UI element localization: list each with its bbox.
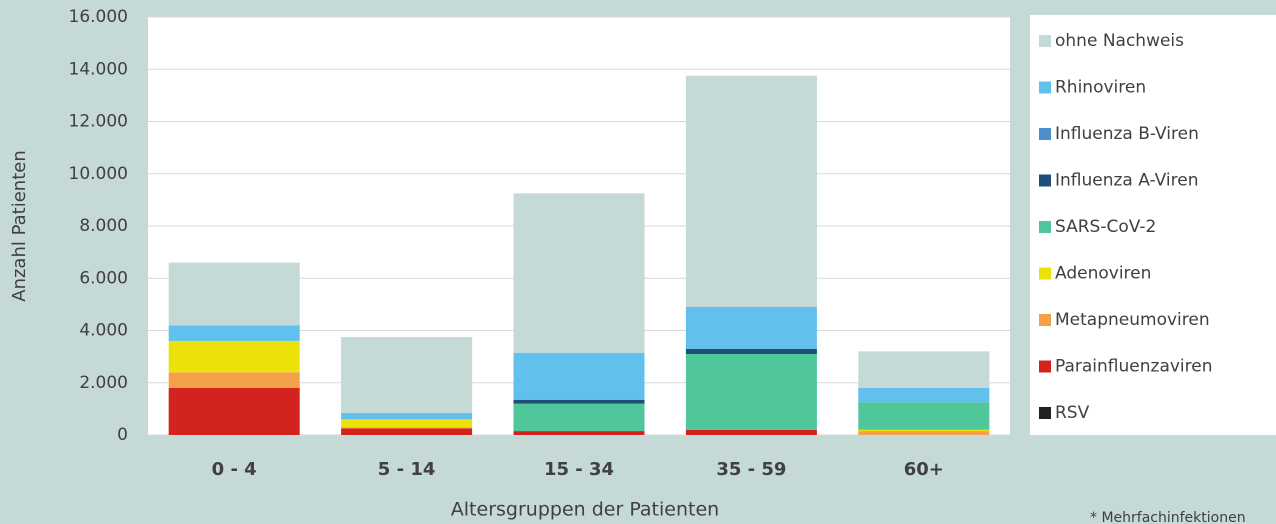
legend-label: Rhinoviren bbox=[1055, 78, 1146, 98]
bar-segment bbox=[858, 351, 990, 388]
legend-label: Metapneumoviren bbox=[1055, 310, 1210, 330]
y-tick-label: 10.000 bbox=[69, 164, 128, 184]
bar-segment bbox=[513, 399, 645, 404]
x-axis-title: Altersgruppen der Patienten bbox=[451, 499, 719, 521]
legend-label: Influenza A-Viren bbox=[1055, 171, 1198, 191]
x-tick-label: 5 - 14 bbox=[378, 459, 436, 480]
legend-label: SARS-CoV-2 bbox=[1055, 217, 1156, 237]
y-tick-label: 4.000 bbox=[79, 321, 128, 341]
legend-swatch bbox=[1039, 314, 1051, 326]
legend-swatch bbox=[1039, 360, 1051, 373]
bar-segment bbox=[685, 354, 817, 430]
footnote: * Mehrfachinfektionen bbox=[1090, 510, 1246, 524]
x-tick-label: 15 - 34 bbox=[544, 459, 614, 480]
legend-swatch bbox=[1039, 407, 1051, 419]
bar-segment bbox=[685, 306, 817, 349]
legend-box bbox=[1030, 15, 1276, 435]
x-tick-label: 60+ bbox=[904, 459, 944, 480]
legend-swatch bbox=[1039, 267, 1051, 280]
bar-segment bbox=[858, 402, 990, 430]
bar-segment bbox=[513, 193, 645, 353]
legend-swatch bbox=[1039, 128, 1051, 140]
bar-segment bbox=[168, 262, 300, 326]
bar-segment bbox=[858, 387, 990, 403]
legend-swatch bbox=[1039, 81, 1051, 94]
bar-segment bbox=[341, 419, 473, 428]
legend-label: RSV bbox=[1055, 403, 1090, 423]
bar-segment bbox=[685, 429, 817, 435]
bar-segment bbox=[341, 337, 473, 413]
y-tick-label: 2.000 bbox=[79, 373, 128, 393]
bar-segment bbox=[513, 431, 645, 435]
legend-label: Influenza B-Viren bbox=[1055, 124, 1199, 144]
legend-swatch bbox=[1039, 35, 1051, 47]
bar-segment bbox=[858, 431, 990, 435]
bar-segment bbox=[168, 372, 300, 388]
bar-segment bbox=[168, 340, 300, 373]
legend-swatch bbox=[1039, 221, 1051, 233]
x-tick-label: 0 - 4 bbox=[212, 459, 257, 480]
bar-segment bbox=[341, 412, 473, 420]
x-tick-label: 35 - 59 bbox=[716, 459, 786, 480]
y-tick-label: 6.000 bbox=[79, 268, 128, 288]
y-tick-label: 12.000 bbox=[69, 112, 128, 132]
bar-segment bbox=[858, 429, 990, 432]
y-tick-label: 0 bbox=[117, 425, 128, 445]
legend-swatch bbox=[1039, 174, 1051, 187]
y-tick-label: 14.000 bbox=[69, 59, 128, 79]
bar-segment bbox=[341, 428, 473, 435]
y-tick-label: 16.000 bbox=[69, 7, 128, 27]
y-axis-title: Anzahl Patienten bbox=[9, 150, 30, 302]
bar-segment bbox=[341, 427, 473, 429]
bar-segment bbox=[685, 348, 817, 355]
legend-label: Adenoviren bbox=[1055, 264, 1151, 284]
bar-segment bbox=[168, 325, 300, 341]
bar-segment bbox=[168, 387, 300, 435]
legend-label: ohne Nachweis bbox=[1055, 31, 1184, 51]
bar-segment bbox=[513, 352, 645, 400]
y-tick-label: 8.000 bbox=[79, 216, 128, 236]
bar-segment bbox=[513, 403, 645, 432]
bar-segment bbox=[685, 75, 817, 307]
legend-label: Parainfluenzaviren bbox=[1055, 357, 1213, 377]
